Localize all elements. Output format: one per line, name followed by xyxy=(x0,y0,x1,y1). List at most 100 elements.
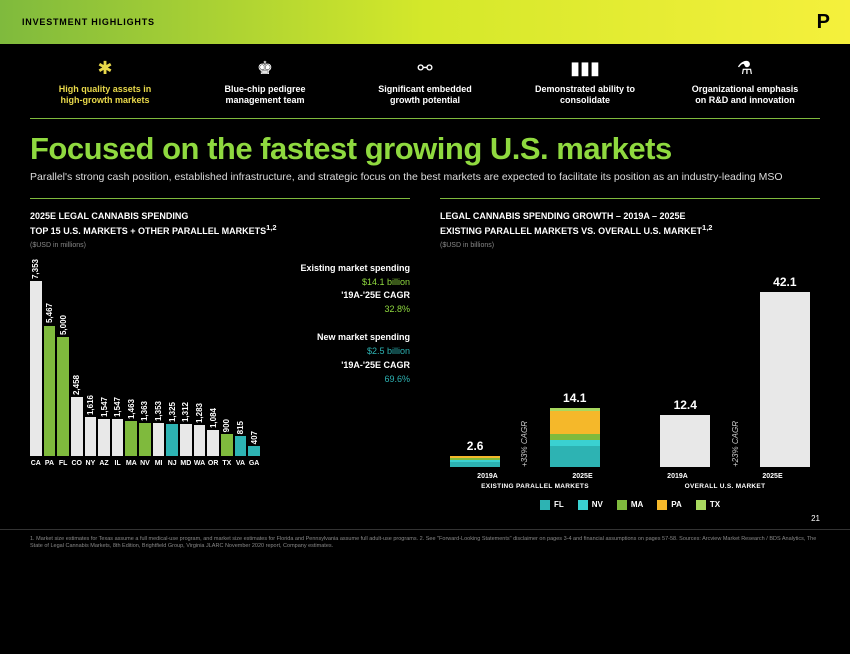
bar-value: 1,363 xyxy=(140,401,149,421)
simple-bar: 42.1 xyxy=(760,275,810,467)
bar-rect xyxy=(44,326,56,456)
bar-value: 1,616 xyxy=(86,395,95,415)
legend-label: NV xyxy=(592,500,603,509)
highlight-tab[interactable]: ⚗ Organizational emphasison R&D and innov… xyxy=(670,58,820,106)
right-xgroups: EXISTING PARALLEL MARKETSOVERALL U.S. MA… xyxy=(440,483,820,490)
bar-value: 5,467 xyxy=(45,303,54,323)
bar: 1,463MA xyxy=(125,399,137,467)
bar-value: 1,084 xyxy=(209,408,218,428)
bar-rect xyxy=(221,434,233,455)
x-group-label: OVERALL U.S. MARKET xyxy=(630,483,820,490)
legend-item: TX xyxy=(696,500,720,510)
bar-rect xyxy=(125,421,137,456)
bar-column xyxy=(760,292,810,467)
tab-label: Significant embeddedgrowth potential xyxy=(350,84,500,106)
page-subhead: Parallel's strong cash position, establi… xyxy=(0,167,850,199)
bar-value: 407 xyxy=(250,431,259,444)
left-bars: 7,353CA5,467 PA 5,000 FL 2,458 CO 1,616 NY 1,547… xyxy=(30,257,260,467)
bar-value: 1,283 xyxy=(195,403,204,423)
divider xyxy=(30,118,820,119)
bar: 7,353CA xyxy=(30,259,42,467)
legend-swatch xyxy=(617,500,627,510)
legend-label: FL xyxy=(554,500,564,509)
bar: 2,458 CO xyxy=(71,375,83,467)
highlight-tab[interactable]: ♚ Blue-chip pedigreemanagement team xyxy=(190,58,340,106)
bar-rect xyxy=(98,419,110,456)
tab-label: High quality assets inhigh-growth market… xyxy=(30,84,180,106)
bar-label: OR xyxy=(208,460,219,467)
highlight-tab[interactable]: ⚯ Significant embeddedgrowth potential xyxy=(350,58,500,106)
bar-label: MD xyxy=(180,460,191,467)
bar-rect xyxy=(30,281,42,456)
legend-item: NV xyxy=(578,500,603,510)
bar: 1,363 NV xyxy=(139,401,151,466)
chart-rule xyxy=(440,198,820,199)
banner: INVESTMENT HIGHLIGHTS P xyxy=(0,0,850,44)
bar-rect xyxy=(207,430,219,456)
bar-column xyxy=(450,456,500,467)
bar-rect xyxy=(166,424,178,456)
bar-label: NJ xyxy=(168,460,177,467)
bar-label: WA xyxy=(194,460,205,467)
highlight-tabs: ✱ High quality assets inhigh-growth marke… xyxy=(0,44,850,114)
bar-label: FL xyxy=(59,460,68,467)
bar-label: GA xyxy=(249,460,260,467)
bar-label: IL xyxy=(115,460,121,467)
tab-label: Organizational emphasison R&D and innova… xyxy=(670,84,820,106)
bar-value: 1,547 xyxy=(113,397,122,417)
bar-label: CO xyxy=(71,460,82,467)
bar-value: 1,353 xyxy=(154,401,163,421)
highlight-tab[interactable]: ▮▮▮ Demonstrated ability toconsolidate xyxy=(510,58,660,106)
bar-segment xyxy=(550,446,600,467)
tab-icon: ⚯ xyxy=(350,58,500,78)
simple-bar: 12.4 xyxy=(660,398,710,467)
bar-label: TX xyxy=(222,460,231,467)
legend-swatch xyxy=(696,500,706,510)
bar-value: 900 xyxy=(222,419,231,432)
bar: 1,084 OR xyxy=(207,408,219,467)
left-chart-unit: ($USD in millions) xyxy=(30,242,410,249)
tab-label: Demonstrated ability toconsolidate xyxy=(510,84,660,106)
bar-label: NV xyxy=(140,460,150,467)
footnotes: 1. Market size estimates for Texas assum… xyxy=(0,529,850,558)
right-chart-unit: ($USD in billions) xyxy=(440,242,820,249)
x-label: 2025E xyxy=(535,473,630,480)
tab-icon: ♚ xyxy=(190,58,340,78)
right-bars: 2.6+33% CAGR14.112.4+23% CAGR42.1 xyxy=(440,257,820,467)
bar-rect xyxy=(85,417,97,455)
bar-value: 815 xyxy=(236,421,245,434)
legend-label: TX xyxy=(710,500,720,509)
bar: 1,616 NY xyxy=(85,395,97,466)
bar: 407 GA xyxy=(248,431,260,467)
bar-value: 2,458 xyxy=(72,375,81,395)
legend-item: FL xyxy=(540,500,564,510)
bar-rect xyxy=(112,419,124,456)
bar-rect xyxy=(180,424,192,455)
bar: 1,283 WA xyxy=(194,403,206,467)
legend-label: PA xyxy=(671,500,682,509)
bar-rect xyxy=(153,423,165,455)
bar-rect xyxy=(248,446,260,456)
tab-icon: ⚗ xyxy=(670,58,820,78)
bar-value: 1,463 xyxy=(127,399,136,419)
stacked-bar: 2.6 xyxy=(450,439,500,467)
tab-icon: ▮▮▮ xyxy=(510,58,660,78)
legend: FL NV MA PA TX xyxy=(440,500,820,510)
stacked-bar: 14.1 xyxy=(550,391,600,467)
legend-item: MA xyxy=(617,500,643,510)
tab-label: Blue-chip pedigreemanagement team xyxy=(190,84,340,106)
tab-icon: ✱ xyxy=(30,58,180,78)
bar-label: NY xyxy=(86,460,96,467)
bar-value: 5,000 xyxy=(59,315,68,335)
bar-label: AZ xyxy=(99,460,108,467)
legend-label: MA xyxy=(631,500,643,509)
bar-value: 12.4 xyxy=(674,398,697,412)
legend-item: PA xyxy=(657,500,682,510)
bar-label: PA xyxy=(45,460,54,467)
cagr-label: +23% CAGR xyxy=(731,421,740,467)
highlight-tab[interactable]: ✱ High quality assets inhigh-growth marke… xyxy=(30,58,180,106)
right-chart: LEGAL CANNABIS SPENDING GROWTH – 2019A –… xyxy=(440,198,820,509)
bar: 900 TX xyxy=(221,419,233,467)
bar: 815VA xyxy=(235,421,247,467)
parallel-logo: P xyxy=(817,11,828,34)
